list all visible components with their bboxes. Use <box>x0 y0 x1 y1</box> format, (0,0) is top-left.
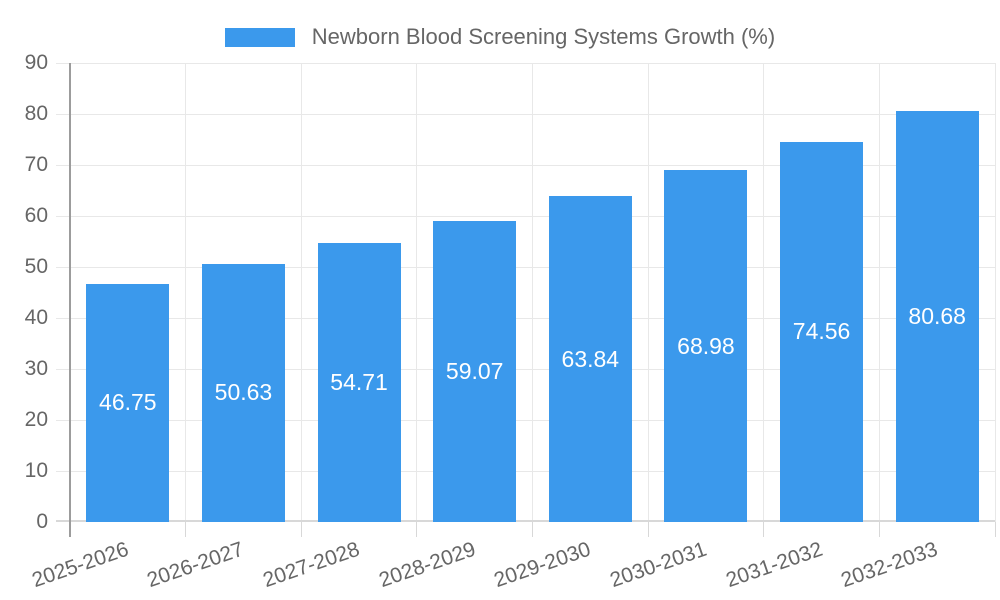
bar[interactable]: 63.84 <box>548 196 632 522</box>
x-tick-mark <box>416 522 418 537</box>
bar-value-label: 74.56 <box>792 318 851 345</box>
bar-value-label: 80.68 <box>908 302 966 329</box>
x-tick-mark <box>878 522 880 537</box>
x-tick-mark <box>647 522 649 537</box>
legend[interactable]: Newborn Blood Screening Systems Growth (… <box>0 24 1000 50</box>
y-tick-mark <box>56 471 70 472</box>
bar-value-label: 46.75 <box>99 389 157 416</box>
bar[interactable]: 46.75 <box>86 283 170 522</box>
legend-label: Newborn Blood Screening Systems Growth (… <box>311 24 776 49</box>
y-tick-mark <box>56 216 70 217</box>
bar[interactable]: 68.98 <box>664 170 748 522</box>
y-axis-line <box>69 63 71 537</box>
y-tick-mark <box>56 165 70 166</box>
x-tick-mark <box>300 522 302 537</box>
plot-area: 0 10 20 30 40 50 60 70 80 90 46.75 50.63 54.71 59.07 6… <box>25 51 996 592</box>
bar[interactable]: 80.68 <box>895 110 979 522</box>
y-tick-label: 50 <box>24 255 48 278</box>
y-tick-label: 60 <box>24 204 48 227</box>
x-axis-line <box>56 520 995 522</box>
bar[interactable]: 50.63 <box>201 263 285 522</box>
x-tick-mark <box>185 522 187 537</box>
bar-value-label: 54.71 <box>330 368 388 395</box>
legend-swatch-icon <box>224 27 295 47</box>
v-gridline <box>647 63 649 522</box>
y-tick-label: 80 <box>24 102 48 125</box>
v-gridline <box>416 63 418 522</box>
y-tick-mark <box>56 267 70 268</box>
bar-value-label: 59.07 <box>445 357 504 384</box>
y-tick-label: 10 <box>24 459 48 482</box>
v-gridline <box>994 63 996 522</box>
y-tick-label: 70 <box>24 153 48 176</box>
y-tick-mark <box>56 114 70 115</box>
y-tick-mark <box>56 63 70 64</box>
v-gridline <box>878 63 880 522</box>
bar-value-label: 63.84 <box>561 345 620 372</box>
v-gridline <box>532 63 533 522</box>
y-tick-label: 0 <box>36 510 48 533</box>
v-gridline <box>185 63 187 522</box>
v-gridline <box>763 63 765 522</box>
y-tick-label: 20 <box>24 408 48 431</box>
bar-value-label: 68.98 <box>677 332 735 359</box>
y-tick-mark <box>56 318 70 319</box>
bar[interactable]: 74.56 <box>780 141 864 522</box>
bar[interactable]: 59.07 <box>433 220 517 522</box>
v-gridline <box>300 63 302 522</box>
y-tick-label: 90 <box>24 51 48 74</box>
x-tick-mark <box>763 522 765 537</box>
y-tick-label: 40 <box>24 306 48 329</box>
y-tick-label: 30 <box>24 357 48 380</box>
y-tick-mark <box>56 420 70 421</box>
x-tick-mark <box>532 522 533 537</box>
bar[interactable]: 54.71 <box>317 242 401 522</box>
y-tick-mark <box>56 369 70 370</box>
bar-value-label: 50.63 <box>214 379 273 406</box>
x-tick-mark <box>994 522 996 537</box>
